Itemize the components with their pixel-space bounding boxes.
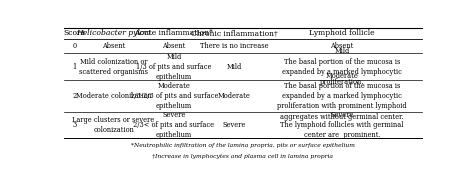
- Text: There is no increase: There is no increase: [200, 42, 269, 50]
- Text: Absent: Absent: [330, 42, 354, 50]
- Text: Moderate
The basal portion of the mucosa is
expanded by a marked lymphocytic
pro: Moderate The basal portion of the mucosa…: [277, 72, 407, 121]
- Text: Acute inflammation*: Acute inflammation*: [135, 29, 213, 37]
- Text: Absent: Absent: [162, 42, 185, 50]
- Text: Mild: Mild: [227, 63, 242, 71]
- Text: Mild
1/3 of pits and surface
epithelium: Mild 1/3 of pits and surface epithelium: [136, 52, 211, 81]
- Text: Severe: Severe: [223, 121, 246, 129]
- Text: Chronic inflammation†: Chronic inflammation†: [191, 29, 278, 37]
- Text: 3: 3: [73, 121, 77, 129]
- Text: 2: 2: [73, 92, 77, 100]
- Text: 0: 0: [73, 42, 77, 50]
- Text: Severe
The lymphoid follicles with germinal
center are  prominent.: Severe The lymphoid follicles with germi…: [281, 111, 404, 139]
- Text: 1: 1: [73, 63, 77, 71]
- Text: †Increase in lymphocytes and plasma cell in lamina propria: †Increase in lymphocytes and plasma cell…: [153, 154, 333, 159]
- Text: Helicobacter pylori: Helicobacter pylori: [76, 29, 151, 37]
- Text: Severe
2/3< of pits and surface
epithelium: Severe 2/3< of pits and surface epitheli…: [133, 111, 214, 139]
- Text: Large clusters or severe
colonization: Large clusters or severe colonization: [73, 116, 155, 134]
- Text: Moderate
1/3-2/3 of pits and surface
epithelium: Moderate 1/3-2/3 of pits and surface epi…: [129, 82, 218, 110]
- Text: Mild
The basal portion of the mucosa is
expanded by a marked lymphocytic
prolife: Mild The basal portion of the mucosa is …: [282, 47, 402, 86]
- Text: Score: Score: [64, 29, 86, 37]
- Text: *Neutrophilic infiltration of the lamina propria, pits or surface epithelium: *Neutrophilic infiltration of the lamina…: [131, 143, 355, 148]
- Text: Moderate: Moderate: [218, 92, 251, 100]
- Text: Moderate colonization: Moderate colonization: [76, 92, 152, 100]
- Text: Lymphoid follicle: Lymphoid follicle: [310, 29, 375, 37]
- Text: Absent: Absent: [102, 42, 125, 50]
- Text: Mild colonization or
scattered organisms: Mild colonization or scattered organisms: [79, 58, 148, 76]
